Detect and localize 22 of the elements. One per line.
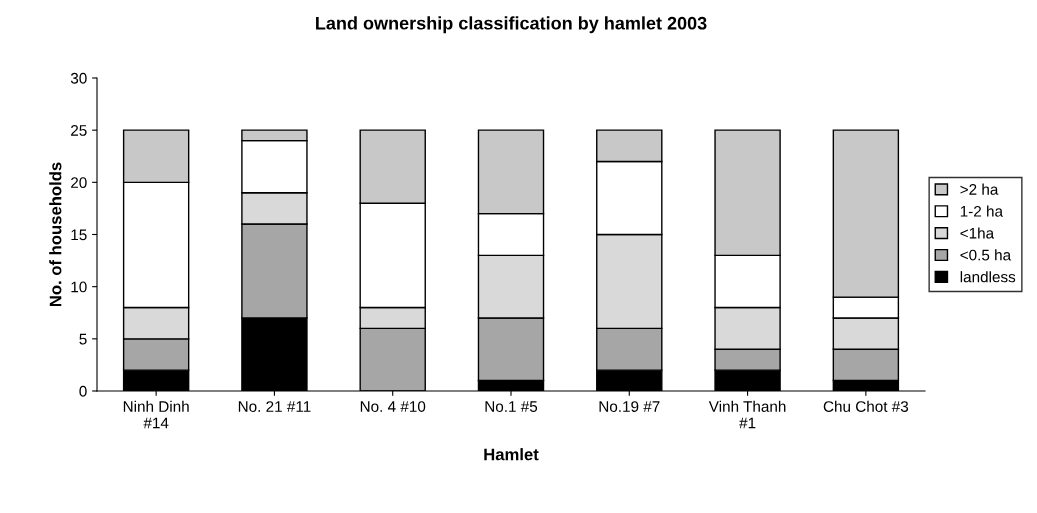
- legend-label: >2 ha: [960, 183, 999, 195]
- y-tick-label: 0: [79, 385, 87, 397]
- legend-label: landless: [960, 271, 1016, 283]
- y-axis-title: No. of households: [49, 162, 62, 307]
- y-tick-label: 15: [71, 229, 87, 241]
- x-tick-label: No. 21 #11: [238, 401, 311, 412]
- x-tick-label: No.19 #7: [599, 401, 660, 412]
- x-tick-label: Chu Chot #3: [823, 400, 909, 412]
- y-tick-label: 5: [79, 333, 87, 345]
- y-tick-label: 30: [70, 72, 87, 84]
- x-tick-label: Vinh Thanh #1: [708, 400, 786, 429]
- legend-label: <1ha: [960, 227, 995, 239]
- y-tick-label: 25: [71, 125, 87, 136]
- x-axis-title: Hamlet: [484, 448, 539, 461]
- chart-title: Land ownership classification by hamlet 2003: [316, 16, 707, 34]
- legend-label: 1-2 ha: [960, 205, 1004, 217]
- y-tick-label: 10: [71, 281, 87, 293]
- y-tick-label: 20: [71, 177, 87, 189]
- x-tick-label: Ninh Dinh #14: [123, 400, 189, 429]
- x-tick-label: No.1 #5: [485, 401, 538, 412]
- x-tick-label: No. 4 #10: [360, 401, 426, 412]
- legend-label: <0.5 ha: [960, 249, 1012, 261]
